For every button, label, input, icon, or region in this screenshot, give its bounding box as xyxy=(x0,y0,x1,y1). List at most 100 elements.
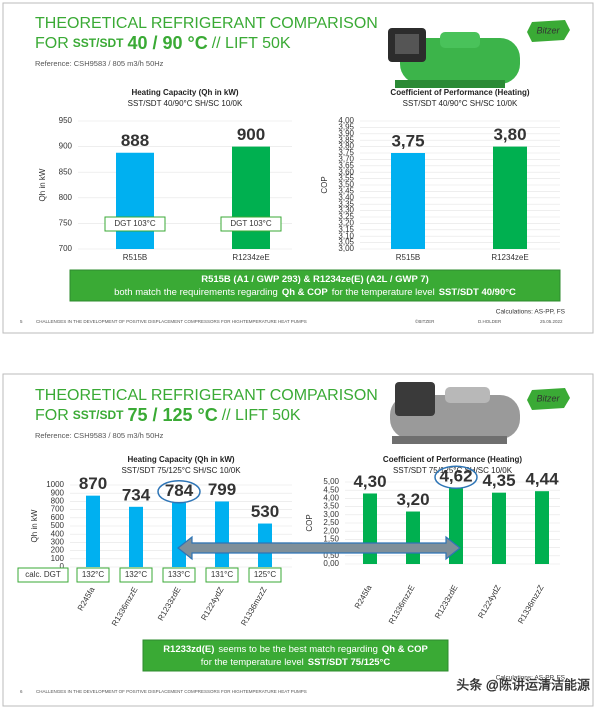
logo-text: Bitzer xyxy=(536,25,560,35)
y-tick-label: 3,90 xyxy=(338,129,354,138)
slide-title-line-part: // LIFT 50K xyxy=(222,407,301,424)
annotation: DGT 103°C xyxy=(230,219,272,228)
annotation-box xyxy=(220,216,282,232)
y-axis-label: COP xyxy=(305,514,314,531)
banner-line: R515B (A1 / GWP 293) & R1234ze(E) (A2L /… xyxy=(201,274,429,285)
reference: Reference: CSH9583 / 805 m3/h 50Hz xyxy=(35,59,164,68)
y-tick-label: 400 xyxy=(51,529,65,538)
banner-line-part: SST/SDT 40/90°C xyxy=(439,287,516,298)
y-tick-label: 800 xyxy=(51,497,65,506)
double-arrow xyxy=(177,535,461,561)
bar xyxy=(492,492,506,564)
data-label: 530 xyxy=(251,502,279,521)
compressor-illustration xyxy=(388,28,520,88)
annotation-box xyxy=(76,567,110,583)
footer-brand: ©BITZER xyxy=(415,318,435,324)
banner-line-part: Qh & COP xyxy=(282,287,329,298)
chart-subtitle: SST/SDT 40/90°C SH/SC 10/0K xyxy=(128,99,243,108)
x-tick-label: R515B xyxy=(123,253,147,262)
logo: Bitzer xyxy=(527,388,570,410)
data-label: 888 xyxy=(121,131,149,150)
y-tick-label: 3,35 xyxy=(338,199,354,208)
y-tick-label: 200 xyxy=(51,546,65,555)
y-tick-label: 900 xyxy=(59,142,73,151)
y-tick-label: 3,70 xyxy=(338,155,354,164)
y-tick-label: 3,00 xyxy=(338,244,354,253)
banner-line-part: both match the requirements regarding xyxy=(114,287,278,298)
banner-line-part: for the temperature level xyxy=(332,287,435,298)
annotation: 132°C xyxy=(125,570,148,579)
y-tick-label: 750 xyxy=(59,219,73,228)
y-tick-label: 5,00 xyxy=(323,477,339,486)
bar xyxy=(391,153,425,249)
bar xyxy=(86,495,100,567)
y-tick-label: 3,55 xyxy=(338,174,354,183)
footer-text: CHALLENGES IN THE DEVELOPMENT OF POSITIV… xyxy=(36,319,307,324)
y-tick-label: 4,00 xyxy=(338,116,354,125)
chart-subtitle: SST/SDT 75/125°C SH/SC 10/0K xyxy=(393,466,513,475)
annotation: 131°C xyxy=(211,570,234,579)
annotation: DGT 103°C xyxy=(114,219,156,228)
annotation: 132°C xyxy=(82,570,105,579)
banner-line-part: R1233zd(E) xyxy=(163,644,214,655)
data-label: 4,35 xyxy=(482,471,515,490)
y-tick-label: 0,00 xyxy=(323,559,339,568)
data-label: 4,62 xyxy=(439,467,472,486)
data-label: 870 xyxy=(79,474,107,493)
y-axis-label: Qh in kW xyxy=(30,509,39,542)
y-tick-label: 1,50 xyxy=(323,535,339,544)
bar xyxy=(172,502,186,567)
banner xyxy=(69,269,561,302)
y-tick-label: 100 xyxy=(51,554,65,563)
y-tick-label: 2,00 xyxy=(323,526,339,535)
y-tick-label: 4,00 xyxy=(323,494,339,503)
y-tick-label: 3,00 xyxy=(323,510,339,519)
y-tick-label: 500 xyxy=(51,521,65,530)
y-tick-label: 1000 xyxy=(46,480,64,489)
footer-text: CHALLENGES IN THE DEVELOPMENT OF POSITIV… xyxy=(36,689,307,694)
banner-line-part: seems to be the best match regarding xyxy=(218,644,377,655)
bar xyxy=(215,501,229,567)
y-tick-label: 3,65 xyxy=(338,161,354,170)
y-tick-label: 3,80 xyxy=(338,142,354,151)
banner-line-part: Qh & COP xyxy=(382,644,429,655)
bar xyxy=(535,491,549,564)
y-tick-label: 300 xyxy=(51,538,65,547)
watermark: 头条 @陈讲运清洁能源 xyxy=(456,677,590,692)
y-tick-label: 3,50 xyxy=(323,502,339,511)
banner-line: for the temperature level SST/SDT 75/125°… xyxy=(201,657,391,668)
bar xyxy=(232,146,270,249)
banner-line: R1233zd(E) seems to be the best match reg… xyxy=(163,644,428,655)
annotation-box xyxy=(248,567,282,583)
y-tick-label: 850 xyxy=(59,167,73,176)
y-tick-label: 3,85 xyxy=(338,135,354,144)
y-tick-label: 4,50 xyxy=(323,485,339,494)
logo: Bitzer xyxy=(527,20,570,42)
data-label: 4,30 xyxy=(353,472,386,491)
banner xyxy=(142,639,449,672)
banner-line-part: R515B (A1 / GWP 293) & R1234ze(E) (A2L /… xyxy=(201,274,429,285)
y-tick-label: 700 xyxy=(59,244,73,253)
annotation-box xyxy=(17,567,69,583)
y-tick-label: 0,50 xyxy=(323,551,339,560)
slide-title: THEORETICAL REFRIGERANT COMPARISON xyxy=(35,15,378,32)
y-tick-label: 3,10 xyxy=(338,231,354,240)
chart-title: Coefficient of Performance (Heating) xyxy=(390,88,529,97)
bar xyxy=(406,511,420,564)
x-tick-label: R515B xyxy=(396,253,420,262)
y-tick-label: 3,20 xyxy=(338,219,354,228)
chart-title: Coefficient of Performance (Heating) xyxy=(383,455,522,464)
y-tick-label: 2,50 xyxy=(323,518,339,527)
y-tick-label: 3,75 xyxy=(338,148,354,157)
chart-title: Heating Capacity (Qh in kW) xyxy=(131,88,238,97)
annotation-box xyxy=(162,567,196,583)
reference: Reference: CSH9583 / 805 m3/h 50Hz xyxy=(35,431,164,440)
y-tick-label: 600 xyxy=(51,513,65,522)
data-label: 784 xyxy=(165,481,194,500)
bar xyxy=(493,146,527,249)
annotation-box xyxy=(205,567,239,583)
calculations: Calculations: AS-PP, FS xyxy=(496,309,566,316)
highlight-ellipse xyxy=(157,479,201,504)
compressor-illustration xyxy=(390,382,520,444)
y-tick-label: 3,60 xyxy=(338,167,354,176)
